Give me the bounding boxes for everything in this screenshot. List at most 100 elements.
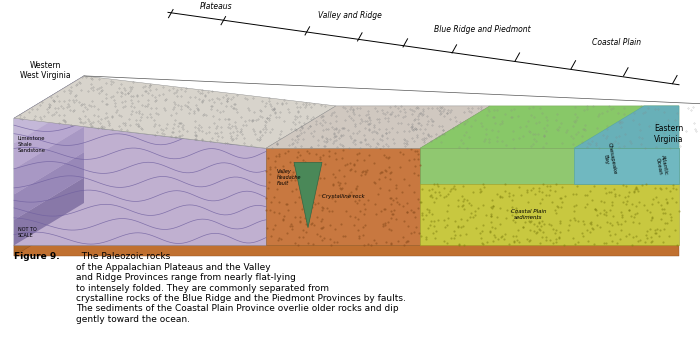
Point	[385, 176, 396, 182]
Point	[270, 153, 281, 158]
Point	[327, 181, 338, 186]
Point	[578, 219, 589, 224]
Polygon shape	[294, 162, 322, 228]
Point	[362, 197, 373, 202]
Point	[400, 239, 412, 245]
Point	[458, 242, 470, 247]
Point	[407, 209, 419, 215]
Point	[600, 212, 611, 217]
Point	[522, 187, 533, 193]
Point	[340, 208, 351, 214]
Point	[289, 240, 300, 246]
Point	[447, 185, 458, 191]
Point	[666, 214, 677, 220]
Point	[473, 205, 484, 211]
Point	[438, 186, 449, 191]
Point	[391, 199, 402, 205]
Text: NOT TO
SCALE: NOT TO SCALE	[18, 227, 36, 238]
Point	[510, 233, 522, 239]
Point	[333, 167, 344, 173]
Point	[298, 235, 309, 240]
Point	[499, 181, 510, 187]
Point	[413, 197, 424, 202]
Point	[654, 227, 666, 233]
Point	[326, 195, 337, 201]
Point	[650, 186, 661, 191]
Point	[536, 223, 547, 228]
Point	[640, 233, 652, 238]
Point	[376, 208, 387, 214]
Point	[335, 186, 346, 192]
Point	[457, 202, 468, 208]
Point	[290, 175, 301, 180]
Point	[524, 219, 535, 224]
Point	[309, 167, 321, 173]
Point	[658, 207, 669, 212]
Polygon shape	[574, 106, 679, 148]
Point	[385, 208, 396, 214]
Point	[554, 235, 565, 241]
Point	[374, 185, 386, 191]
Point	[484, 230, 496, 235]
Point	[365, 242, 376, 248]
Point	[565, 217, 576, 223]
Point	[372, 191, 384, 197]
Point	[596, 198, 607, 204]
Point	[625, 213, 636, 219]
Point	[631, 204, 642, 209]
Point	[398, 176, 409, 181]
Point	[344, 191, 355, 197]
Point	[673, 209, 685, 214]
Point	[351, 157, 362, 162]
Point	[538, 229, 549, 235]
Point	[408, 156, 419, 162]
Point	[330, 156, 342, 162]
Point	[301, 167, 312, 173]
Point	[384, 187, 395, 193]
Point	[337, 233, 348, 239]
Point	[466, 210, 477, 216]
Point	[624, 207, 635, 213]
Point	[299, 159, 310, 165]
Point	[569, 203, 580, 209]
Point	[389, 208, 400, 213]
Point	[385, 240, 396, 246]
Point	[438, 217, 449, 223]
Point	[537, 234, 548, 240]
Point	[668, 182, 679, 187]
Point	[657, 239, 668, 245]
Point	[403, 182, 414, 187]
Point	[629, 211, 641, 216]
Point	[428, 199, 439, 205]
Point	[646, 238, 657, 244]
Point	[297, 206, 308, 211]
Point	[550, 239, 561, 245]
Polygon shape	[14, 178, 84, 245]
Point	[500, 188, 511, 194]
Point	[624, 207, 635, 213]
Point	[286, 173, 297, 178]
Point	[568, 216, 580, 221]
Point	[382, 219, 393, 225]
Polygon shape	[420, 184, 679, 245]
Point	[605, 220, 616, 226]
Text: Blue Ridge and Piedmont: Blue Ridge and Piedmont	[434, 25, 531, 34]
Point	[474, 186, 485, 192]
Point	[570, 241, 581, 247]
Point	[376, 169, 387, 175]
Point	[401, 209, 412, 215]
Point	[412, 148, 423, 154]
Point	[278, 217, 289, 223]
Point	[606, 222, 617, 228]
Point	[431, 181, 442, 187]
Point	[358, 224, 369, 230]
Point	[452, 204, 463, 209]
Point	[626, 243, 638, 248]
Point	[525, 219, 536, 224]
Point	[329, 175, 340, 180]
Point	[496, 233, 507, 239]
Point	[316, 225, 327, 231]
Point	[393, 238, 404, 244]
Point	[440, 193, 452, 198]
Point	[589, 207, 601, 212]
